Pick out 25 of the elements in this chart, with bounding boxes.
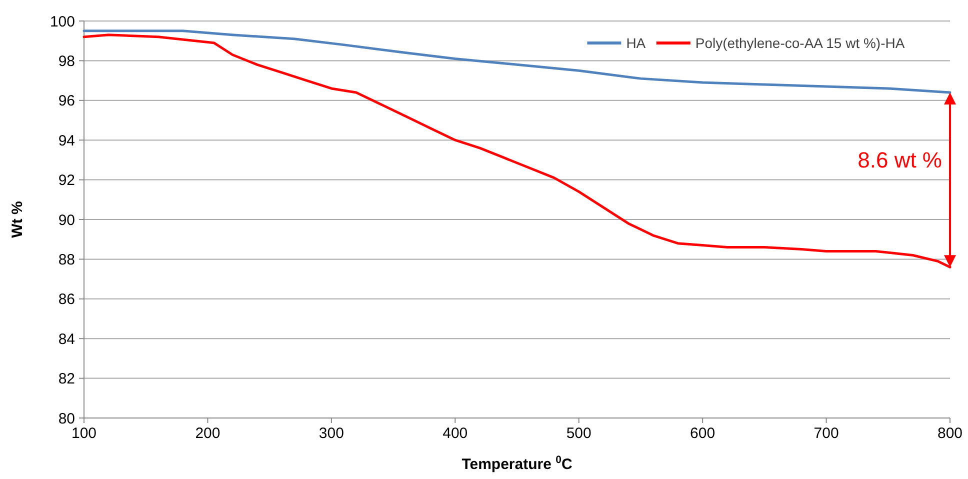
x-tick-label: 700 [814,425,839,442]
legend-label: HA [626,34,646,51]
y-tick-label: 90 [58,212,75,229]
x-tick-label: 500 [566,425,592,442]
y-tick-label: 94 [58,132,75,150]
y-tick-label: 86 [58,291,75,308]
x-tick-label: 300 [318,425,344,442]
y-tick-label: 80 [58,410,75,428]
x-tick-label: 600 [690,425,716,442]
y-tick-label: 96 [58,92,75,110]
y-tick-label: 98 [58,52,75,70]
x-tick-label: 100 [71,425,97,442]
line-series [82,34,952,268]
y-tick-label: 88 [58,251,75,268]
x-tick-label: 200 [195,425,220,442]
legend-label: Poly(ethylene-co-AA 15 wt %)-HA [695,34,906,51]
x-tick-label: 400 [442,425,468,442]
annotation: 8.6 wt % [858,148,942,172]
x-axis-title: Temperature $^{0}$C [462,454,572,473]
y-axis-title: Wt % [9,201,26,238]
y-tick-label: 100 [50,13,75,30]
y-tick-label: 92 [58,172,75,190]
x-tick-label: 800 [937,425,963,442]
y-tick-label: 84 [58,330,75,348]
y-tick-label: 82 [58,370,75,388]
